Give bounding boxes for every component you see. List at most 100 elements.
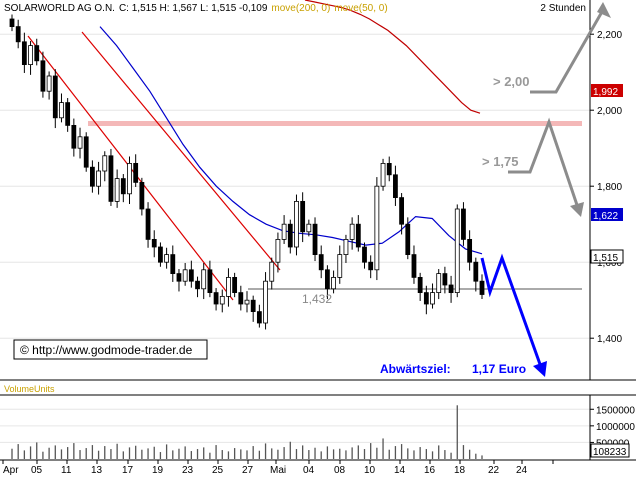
candle-body [108,155,114,202]
candle-body [436,273,442,294]
volume-bars [11,405,483,459]
candle-body [145,208,151,240]
x-tick-label: 23 [182,465,194,476]
x-tick-label: 04 [303,465,315,476]
bear-arrow-head [533,361,547,377]
resistance-band [88,121,582,126]
volume-grid [0,408,590,443]
watermark-text: © http://www.godmode-trader.de [20,343,193,357]
candle-body [263,280,268,324]
bull-arrow-1-75-head [570,202,584,217]
ma200-price-tag-text: 1,992 [593,87,618,98]
candle-body [250,299,256,313]
candle-body [170,254,176,275]
bull-arrow-1-75 [508,117,580,209]
x-tick-label: 11 [61,465,72,476]
candle-body [52,75,58,119]
bear-arrow [480,253,543,368]
candle-body [393,174,398,199]
candle-body [77,136,83,149]
candle-body [139,181,145,210]
candle-body [417,276,423,293]
candle-body [312,223,318,255]
candle-body [423,292,429,305]
candle-body [287,223,293,248]
x-tick-label: 08 [334,465,346,476]
candle-body [399,197,405,225]
candle-body [442,273,448,286]
candle-body [355,223,361,248]
header-name: SOLARWORLD AG O.N. [4,3,115,14]
candle-body [300,200,306,233]
candle-body [188,269,194,282]
candle-body [46,75,52,92]
ma50-price-tag [591,208,623,221]
last-price-tag [590,249,624,264]
x-tick-label: 10 [364,465,376,476]
label-target-1-75: > 1,75 [482,154,519,169]
label-target-title: Abwärtsziel: [380,362,451,376]
header-ma50: move(50, 0) [334,3,387,14]
candle-body [448,284,454,293]
candle-body [28,45,33,65]
candle-body [133,162,139,183]
candle-body [40,60,46,92]
candle-body [151,238,157,248]
candle-body [368,261,374,271]
x-tick-label: 14 [394,465,406,476]
x-tick-label: 17 [122,465,134,476]
candle-body [15,26,21,43]
candle-body [158,246,163,263]
candle-body [374,185,380,271]
candles [9,14,485,330]
volume-tick-label: 1500000 [596,405,635,416]
x-tick-label: 13 [91,465,103,476]
candle-body [324,269,330,290]
candle-body [65,102,71,126]
bull-arrow-2-00 [530,9,605,94]
volume-last-tag-text: 108233 [593,447,627,458]
candle-body [461,208,466,240]
candle-body [479,280,485,295]
x-tick-label: 05 [31,465,43,476]
candle-body [269,261,275,282]
candle-body [281,223,287,240]
candle-body [96,170,101,187]
x-tick-label: 27 [242,465,254,476]
candle-body [21,41,27,65]
header-quote: C: 1,515 H: 1,567 L: 1,515 -0,109 [119,3,268,14]
x-tick-label: Mai [270,465,286,476]
watermark-box [13,339,208,360]
price-tick-label: 2,200 [597,30,622,41]
candle-body [176,273,182,282]
candle-body [380,162,386,187]
header-ma200: move(200, 0) [271,3,330,14]
chart-header: SOLARWORLD AG O.N. C: 1,515 H: 1,567 L: 1… [4,3,388,14]
candle-body [454,208,460,293]
label-target-value: 1,17 Euro [472,362,526,376]
volume-axis-ticks: 15000001000000500000 [590,405,635,449]
last-price-tag-text: 1,515 [593,253,618,264]
candle-body [195,280,200,290]
volume-last-tag [590,443,630,458]
candle-body [120,178,126,195]
candle-body [294,200,299,248]
candle-body [331,276,336,290]
candle-body [467,238,473,263]
candle-body [182,269,188,282]
volume-title: VolumeUnits [4,384,55,394]
candle-body [114,178,120,202]
x-tick-label: 24 [516,465,528,476]
price-tick-label: 1,800 [597,182,622,193]
x-tick-label: 16 [424,465,436,476]
candle-body [219,295,225,305]
candle-body [337,254,343,278]
candle-body [343,238,349,255]
x-tick-label: 18 [454,465,466,476]
candle-body [473,261,479,282]
volume-tick-label: 1000000 [596,422,635,433]
candle-body [83,136,89,168]
candle-body [9,18,15,27]
